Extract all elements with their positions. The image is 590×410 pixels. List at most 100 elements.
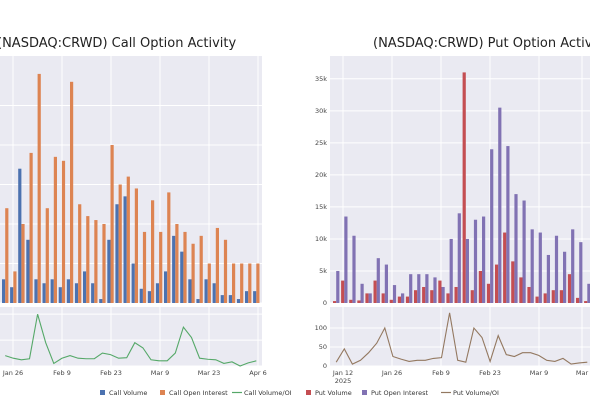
call-open-interest-bar: [175, 224, 179, 303]
call-volume-bar: [123, 196, 127, 303]
call-open-interest-bar: [248, 263, 252, 303]
call-open-interest-bar: [37, 73, 41, 304]
put-y-tick-label: 25k: [315, 139, 327, 147]
call-volume-bar: [74, 283, 79, 303]
call-open-interest-bar: [118, 184, 122, 303]
call-open-interest-bar: [21, 224, 25, 303]
put-open-interest-bar: [563, 251, 567, 303]
put-volume-bar: [341, 280, 345, 303]
put-y-tick-label: 0: [323, 299, 327, 307]
put-open-interest-bar: [401, 293, 405, 303]
call-volume-bar: [10, 287, 14, 303]
call-volume-bar: [131, 263, 135, 303]
axis-ticks: Jan 26 Feb 9 Feb 23 Mar 9 Mar 23 Apr 6 0 5k 10k 1…: [2, 75, 589, 385]
call-volume-bar: [26, 239, 30, 303]
legend: Call Volume Call Open Interest Call Volume…: [100, 389, 499, 397]
call-open-interest-bar: [151, 200, 155, 303]
call-volume-bar: [164, 271, 168, 303]
put-volume-bar: [576, 297, 580, 303]
call-open-interest-bar: [183, 231, 187, 303]
put-y-tick-label: 5k: [319, 267, 327, 275]
call-volume-bar: [228, 295, 232, 303]
put-volume-bar: [470, 290, 474, 303]
put-volume-bar: [567, 274, 572, 303]
put-open-interest-bar: [417, 274, 421, 303]
put-volume-bar: [519, 277, 523, 303]
call-volume-bar: [99, 299, 103, 303]
put-y-tick-label: 15k: [315, 203, 327, 211]
call-open-interest-bar: [240, 263, 244, 303]
put-volume-bar: [389, 299, 393, 303]
put-open-interest-bar: [579, 242, 583, 303]
call-open-interest-bar: [142, 231, 147, 303]
x-tick-label: Apr 6: [249, 369, 266, 377]
call-volume-bar: [147, 291, 151, 303]
call-volume-bar: [2, 279, 6, 303]
put-open-interest-bar: [441, 286, 445, 303]
x-tick-label: Mar 23: [198, 369, 221, 377]
put-volume-bar: [527, 286, 531, 303]
call-open-interest-bar: [191, 243, 195, 303]
put-volume-bar: [438, 280, 442, 303]
put-volume-bar: [495, 264, 499, 303]
put-volume-bar: [414, 290, 418, 303]
put-volume-bar: [397, 296, 401, 303]
put-open-interest-bar: [376, 258, 380, 303]
legend-swatch: [100, 390, 105, 395]
put-y-tick-label: 20k: [315, 171, 327, 179]
put-volume-bar: [373, 280, 377, 303]
call-volume-bar: [180, 251, 184, 303]
put-open-interest-bar: [506, 146, 510, 303]
x-tick-label: Mar 9: [530, 369, 548, 377]
call-volume-bar: [236, 299, 241, 303]
x-tick-label: Jan 26: [381, 369, 402, 377]
call-volume-bar: [91, 283, 95, 303]
put-volume-bar: [559, 290, 563, 303]
put-y-tick-label: 35k: [315, 75, 327, 83]
call-volume-bar: [107, 239, 111, 303]
put-y-tick-label: 10k: [315, 235, 327, 243]
call-volume-bar: [245, 291, 249, 303]
put-volume-bar: [486, 283, 491, 303]
put-volume-bar: [503, 232, 507, 303]
call-open-interest-bar: [110, 145, 114, 303]
put-open-interest-bar: [498, 107, 502, 303]
call-volume-bar: [212, 283, 216, 303]
call-open-interest-bar: [94, 220, 98, 303]
put-volume-bar: [333, 301, 337, 303]
call-open-interest-bar: [223, 239, 228, 303]
x-tick-label: Feb 23: [479, 369, 501, 377]
call-volume-bar: [83, 271, 87, 303]
ratio-lines: [5, 312, 588, 367]
call-volume-bar: [18, 168, 22, 303]
bar-series: [2, 72, 590, 304]
legend-label: Call Volume: [109, 389, 147, 397]
put-open-interest-bar: [433, 277, 437, 303]
put-volume-oi-line: [335, 312, 588, 365]
put-open-interest-bar: [465, 238, 469, 303]
call-volume-bar: [34, 279, 38, 303]
call-open-interest-bar: [86, 216, 90, 303]
put-ratio-panel: [330, 307, 590, 366]
legend-swatch: [306, 390, 311, 395]
call-open-interest-bar: [78, 204, 82, 303]
call-open-interest-bar: [134, 188, 138, 303]
put-open-interest-bar: [522, 200, 526, 303]
x-tick-label: Feb 9: [432, 369, 450, 377]
put-open-interest-bar: [457, 213, 461, 303]
call-open-interest-bar: [215, 227, 219, 303]
call-volume-bar: [196, 299, 200, 303]
put-open-interest-bar: [409, 274, 413, 303]
call-chart-title: (NASDAQ:CRWD) Call Option Activity: [0, 36, 236, 51]
put-open-interest-bar: [482, 216, 486, 303]
call-open-interest-bar: [102, 224, 106, 303]
put-volume-bar: [430, 290, 434, 303]
call-volume-bar: [66, 279, 70, 303]
put-volume-bar: [357, 300, 361, 303]
put-open-interest-bar: [336, 270, 340, 303]
put-open-interest-bar: [384, 264, 388, 303]
legend-swatch: [362, 390, 367, 395]
put-open-interest-bar: [587, 283, 590, 303]
call-open-interest-bar: [256, 263, 260, 303]
call-open-interest-bar: [126, 176, 130, 303]
